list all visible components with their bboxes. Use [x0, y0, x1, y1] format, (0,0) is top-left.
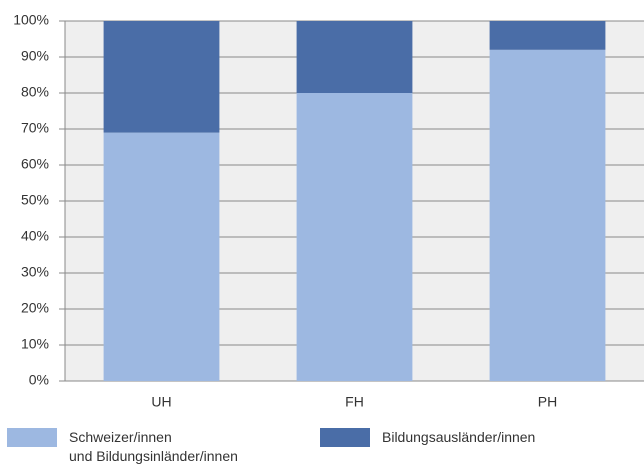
legend-label: Schweizer/innen und Bildungsinländer/inn… [69, 429, 238, 464]
y-tick-label: 30% [21, 264, 49, 280]
bar-segment [296, 93, 413, 381]
bar-segment [296, 21, 413, 93]
y-tick-label: 50% [21, 192, 49, 208]
legend-swatch [7, 428, 57, 447]
y-tick-label: 70% [21, 120, 49, 136]
legend-label: Bildungsausländer/innen [382, 429, 536, 445]
y-tick-label: 20% [21, 300, 49, 316]
y-tick-label: 60% [21, 156, 49, 172]
chart: 0% 10% 20% 30% 40% 50% 60% 70% 80% 90% 100% UH FH PH [13, 12, 644, 410]
y-tick-label: 100% [13, 12, 49, 28]
y-tick-label: 0% [29, 372, 49, 388]
bar-segment [103, 132, 220, 381]
bar-segment [489, 49, 606, 382]
legend-item: Schweizer/innen und Bildungsinländer/inn… [7, 428, 238, 466]
y-tick-label: 40% [21, 228, 49, 244]
legend-item: Bildungsausländer/innen [320, 428, 535, 447]
bar-segment [489, 21, 606, 50]
y-tick-label: 80% [21, 84, 49, 100]
bar-segment [103, 21, 220, 133]
x-tick-label: FH [345, 394, 364, 410]
y-tick-label: 10% [21, 336, 49, 352]
legend-swatch [320, 428, 370, 447]
y-tick-label: 90% [21, 48, 49, 64]
x-tick-label: PH [538, 394, 557, 410]
x-tick-label: UH [151, 394, 171, 410]
